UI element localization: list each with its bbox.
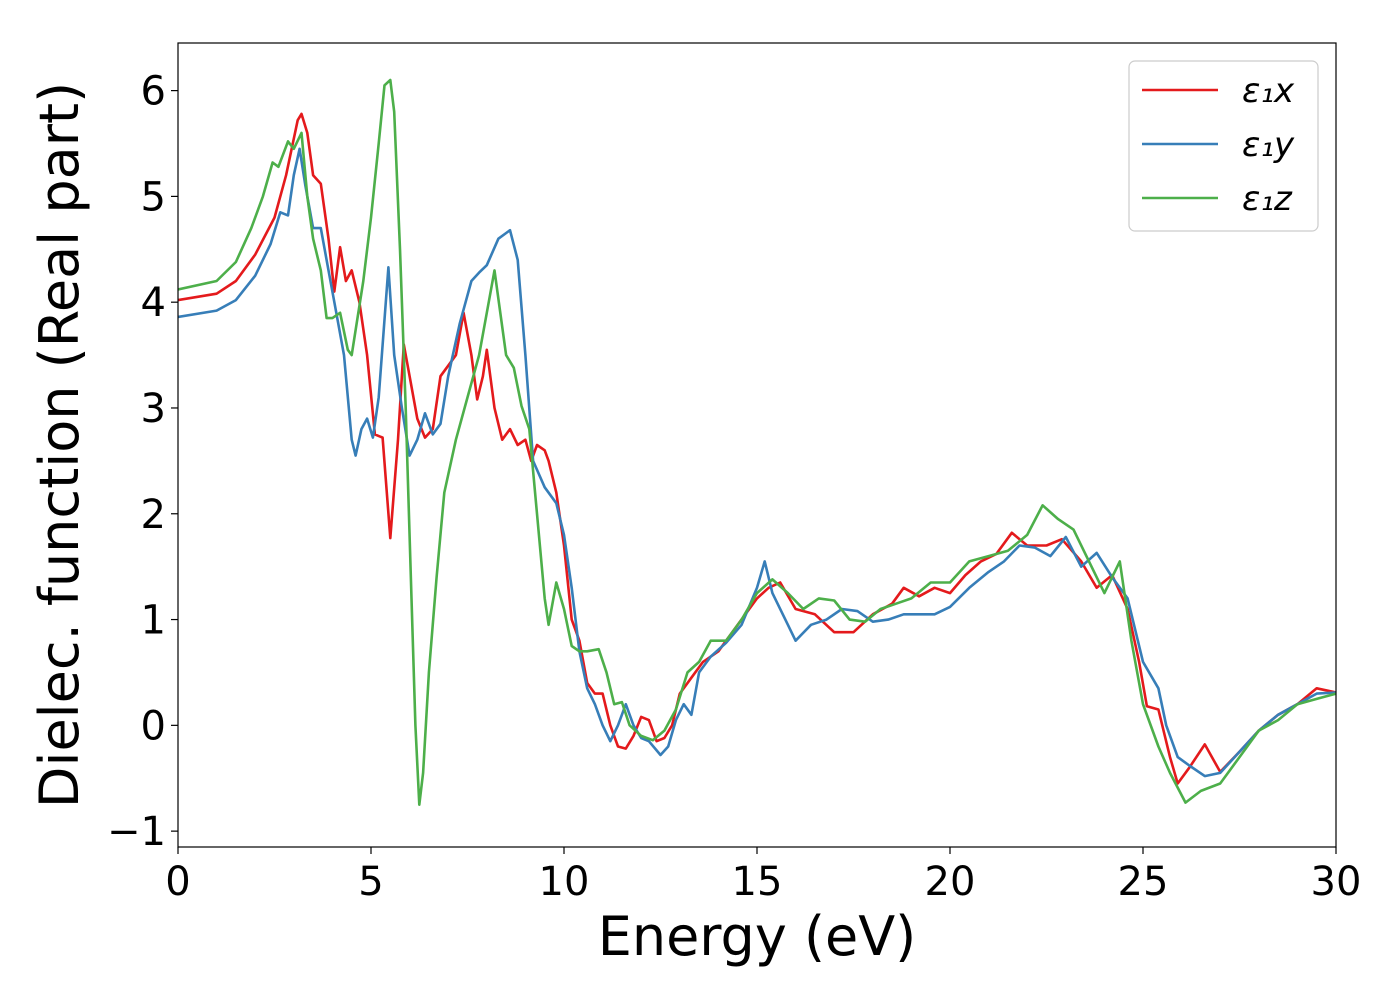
- series-line-2: [178, 147, 1336, 778]
- x-tick-label: 0: [165, 859, 190, 905]
- plot-lines: [178, 78, 1336, 806]
- y-tick-label: 0: [141, 703, 166, 749]
- x-axis: 0 5 10 15 20 25 30: [165, 847, 1361, 905]
- x-tick-label: 15: [732, 859, 783, 905]
- y-tick-label: 1: [141, 598, 166, 644]
- y-tick-label: 2: [141, 492, 166, 538]
- x-tick-label: 10: [539, 859, 590, 905]
- x-tick-label: 30: [1311, 859, 1362, 905]
- x-tick-label: 25: [1118, 859, 1169, 905]
- y-tick-label: −1: [107, 809, 166, 855]
- y-tick-label: 3: [141, 386, 166, 432]
- x-tick-label: 20: [925, 859, 976, 905]
- legend-label-3: ε₁z: [1242, 179, 1293, 219]
- y-tick-label: 5: [141, 174, 166, 220]
- y-tick-label: 6: [141, 69, 166, 115]
- legend-label-2: ε₁y: [1242, 125, 1295, 165]
- y-tick-label: 4: [141, 280, 166, 326]
- y-axis-label: Dielec. function (Real part): [28, 82, 91, 808]
- series-line-1: [178, 112, 1336, 785]
- y-axis: −1 0 1 2 3 4 5 6: [107, 69, 178, 855]
- legend-box: [1128, 60, 1319, 232]
- x-axis-label: Energy (eV): [598, 905, 917, 968]
- series-line-3: [178, 78, 1336, 806]
- legend: ε₁x ε₁y ε₁z: [1128, 60, 1319, 232]
- x-tick-label: 5: [358, 859, 383, 905]
- legend-label-1: ε₁x: [1242, 71, 1295, 111]
